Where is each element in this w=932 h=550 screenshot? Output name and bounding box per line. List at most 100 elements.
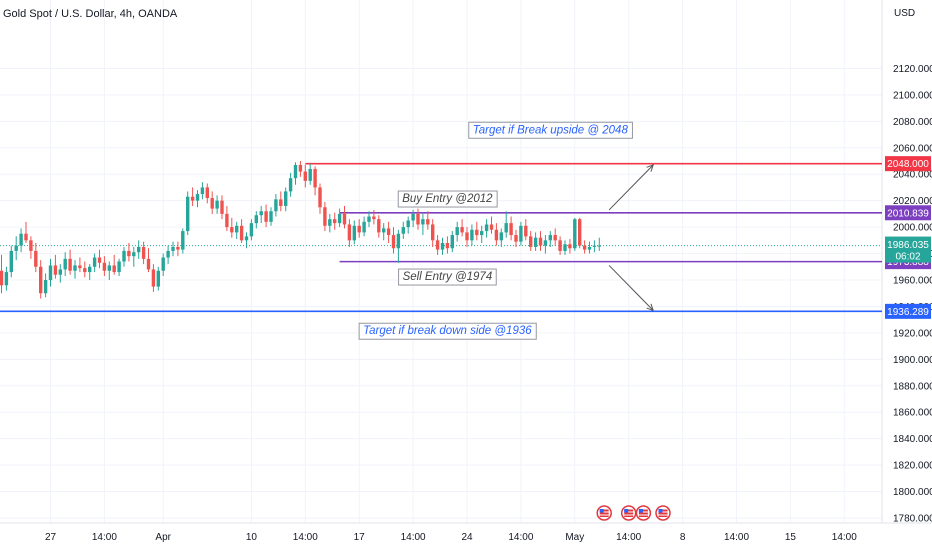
candle-body [494,229,499,241]
candle-body [440,242,445,250]
horizontal-levels [0,162,882,313]
y-tick-label: 2120.000 [893,64,932,75]
candle-body [558,240,562,251]
candle-body [156,270,160,287]
event-flag-stripe [658,512,668,515]
candle-body [132,252,136,257]
candle-body [298,164,303,172]
candle-body [14,245,18,251]
candle-body [293,164,298,179]
y-tick-label: 2020.000 [893,196,932,207]
candle-body [112,265,116,273]
candle-body [102,262,107,271]
candle-body [386,228,391,236]
annotation-frame [468,121,633,139]
candle-body [68,258,72,271]
candle-body [411,213,415,221]
candle-body [519,225,523,242]
candle-body [455,227,459,236]
event-flag-stripe [624,512,634,515]
arrow-line [608,265,654,311]
candle-body [347,224,352,241]
x-tick-label: 14:00 [832,532,857,543]
candle-body [210,198,214,209]
last-price-label: 1986.035 [887,240,929,251]
candle-body [259,211,263,216]
candle-body [416,213,420,225]
candle-body [220,200,224,214]
y-tick-label: 1860.000 [893,408,932,419]
candle-body [377,219,381,233]
candle-body [19,233,23,246]
candle-body [538,237,543,246]
candle-body [514,235,518,242]
candle-body [529,236,533,247]
price-badge [885,205,931,221]
x-tick-label: 14:00 [508,532,533,543]
candle-body [362,221,366,233]
candle-body [352,225,356,241]
candle-body [122,250,126,262]
x-tick-label: 8 [680,532,686,543]
currency-label: USD [894,8,915,19]
y-tick-label: 2080.000 [893,117,932,128]
price-badge [885,303,931,319]
candle-body [509,223,513,236]
y-tick-label: 2100.000 [893,90,932,101]
us-event-flag-icon [635,505,652,521]
candle-body [357,225,361,233]
candle-body [499,232,503,241]
annotation-box: Buy Entry @2012 [397,190,498,208]
candle-body [166,250,170,258]
us-event-flag-icon [655,505,671,521]
y-tick-label: 2060.000 [893,143,932,154]
candle-body [484,224,489,232]
candle-body [470,229,474,241]
candle-body [543,240,548,246]
candle-body [176,246,180,250]
candle-body [107,265,111,271]
arrow-line [608,164,654,211]
candle-body [475,229,479,236]
candle-body [215,200,219,209]
candle-body [421,219,425,225]
us-event-flag-icon [596,505,612,521]
candle-body [406,220,410,228]
candle-body [48,265,53,280]
candle-body [323,207,327,226]
chart-title: Gold Spot / U.S. Dollar, 4h, OANDA [3,8,178,20]
candle-body [73,265,77,271]
x-tick-label: 14:00 [92,532,117,543]
candle-body [141,246,146,259]
candle-body [4,272,9,286]
arrow-head [646,303,655,312]
candle-body [53,265,58,275]
y-tick-label: 1820.000 [893,461,932,472]
candle-body [465,232,469,241]
candle-body [230,227,234,233]
candle-body [426,219,430,225]
candle-body [450,235,454,249]
event-flag-stripe [638,515,648,517]
x-tick-label: 14:00 [724,532,749,543]
candle-body [313,168,317,188]
projection-arrows [608,164,655,312]
candle-body [533,237,538,247]
candle-body [34,250,38,267]
candle-body [171,246,175,251]
candle-body [186,196,190,232]
candles [0,161,601,299]
event-flag-stripe [658,515,668,517]
candle-body [200,187,205,195]
candle-body [146,258,151,270]
candle-body [181,231,185,250]
candle-body [195,194,200,201]
candle-body [78,265,82,269]
candle-body [553,235,557,241]
candle-body [308,168,312,181]
candle-body [83,268,87,273]
candle-body [9,250,13,273]
candle-body [274,199,278,212]
us-event-flag-icon [620,505,637,521]
